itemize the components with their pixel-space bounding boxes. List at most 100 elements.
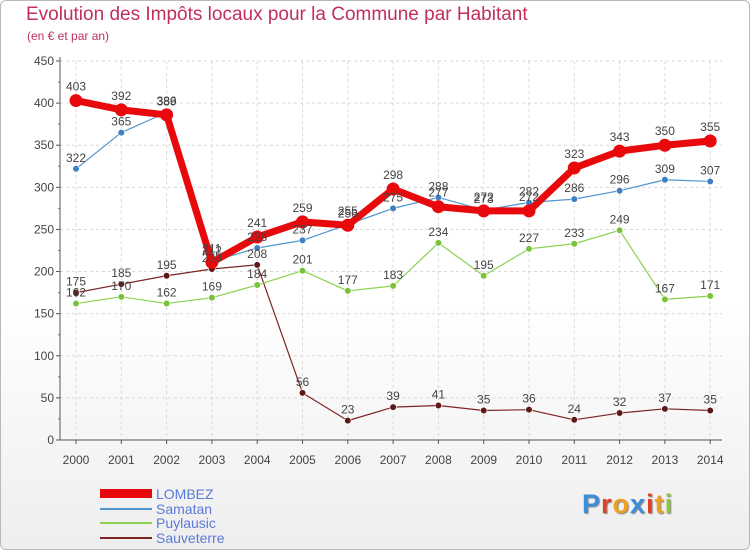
- data-point-puylausic: [208, 294, 216, 302]
- data-label-sauveterre: 35: [477, 393, 491, 407]
- data-point-sauveterre: [72, 289, 80, 297]
- series-lines: [69, 94, 717, 425]
- data-label-samatan: 389: [157, 94, 177, 108]
- legend-item-sauveterre: Sauveterre: [100, 529, 225, 546]
- data-label-samatan: 307: [700, 163, 720, 177]
- data-label-samatan: 275: [383, 190, 403, 204]
- data-label-samatan: 309: [655, 162, 675, 176]
- data-point-samatan: [389, 204, 397, 212]
- y-tick-label: 0: [47, 433, 54, 447]
- data-point-puylausic: [615, 226, 624, 234]
- data-point-samatan: [706, 177, 714, 186]
- y-tick-label: 400: [34, 96, 54, 110]
- y-tick-label: 350: [34, 138, 54, 152]
- data-point-sauveterre: [298, 389, 307, 397]
- y-tick-label: 150: [34, 307, 54, 321]
- data-point-samatan: [72, 165, 80, 173]
- data-label-samatan: 365: [111, 115, 131, 129]
- data-label-sauveterre: 41: [432, 387, 446, 401]
- data-label-lombez: 355: [700, 120, 720, 134]
- data-label-puylausic: 183: [383, 268, 403, 282]
- y-tick-label: 100: [34, 349, 54, 363]
- data-label-puylausic: 249: [610, 212, 630, 226]
- data-label-sauveterre: 39: [386, 389, 400, 403]
- data-point-sauveterre: [570, 416, 578, 424]
- x-tick-label: 2008: [425, 453, 452, 467]
- data-label-lombez: 272: [474, 190, 494, 204]
- y-tick-label: 300: [34, 180, 54, 194]
- data-point-samatan: [615, 187, 624, 195]
- data-label-sauveterre: 56: [296, 375, 310, 389]
- data-label-sauveterre: 195: [157, 258, 177, 272]
- data-label-lombez: 323: [564, 147, 584, 161]
- legend-label-samatan: Samatan: [156, 500, 213, 517]
- data-label-puylausic: 195: [474, 258, 494, 272]
- data-point-puylausic: [72, 299, 80, 308]
- data-point-sauveterre: [525, 406, 533, 414]
- data-label-puylausic: 227: [519, 231, 539, 245]
- data-label-lombez: 272: [519, 190, 539, 204]
- x-tick-label: 2014: [697, 453, 724, 467]
- data-point-puylausic: [344, 287, 352, 295]
- data-point-puylausic: [389, 282, 397, 290]
- data-point-samatan: [661, 176, 669, 184]
- logo-letter: o: [612, 489, 631, 519]
- data-point-lombez: [477, 204, 491, 218]
- x-tick-label: 2012: [606, 453, 633, 467]
- data-label-lombez: 350: [655, 124, 675, 138]
- x-tick-label: 2005: [289, 453, 316, 467]
- data-point-sauveterre: [117, 280, 125, 288]
- data-label-puylausic: 177: [338, 273, 358, 287]
- x-tick-label: 2007: [380, 453, 407, 467]
- legend-swatch-lombez: [100, 489, 152, 498]
- legend-label-lombez: LOMBEZ: [156, 485, 214, 502]
- data-label-sauveterre: 35: [704, 393, 718, 407]
- logo-letter: i: [646, 489, 655, 519]
- logo-letter: P: [582, 489, 602, 519]
- data-label-samatan: 273: [474, 192, 494, 206]
- data-label-puylausic: 234: [428, 225, 448, 239]
- data-point-sauveterre: [163, 272, 171, 280]
- data-label-sauveterre: 37: [658, 391, 672, 405]
- data-point-sauveterre: [661, 405, 669, 413]
- data-label-samatan: 237: [292, 222, 312, 236]
- x-tick-label: 2004: [244, 453, 271, 467]
- data-label-lombez: 392: [111, 89, 131, 103]
- legend-item-puylausic: Puylausic: [100, 514, 216, 531]
- data-label-puylausic: 184: [247, 267, 267, 281]
- data-point-sauveterre: [615, 409, 624, 417]
- legend-item-samatan: Samatan: [100, 500, 213, 517]
- data-label-lombez: 259: [292, 201, 312, 215]
- data-label-lombez: 211: [202, 241, 221, 255]
- data-point-lombez: [114, 103, 128, 117]
- legend-item-lombez: LOMBEZ: [100, 485, 214, 502]
- data-label-samatan: 256: [338, 206, 358, 220]
- data-label-lombez: 403: [66, 80, 86, 94]
- data-label-sauveterre: 36: [522, 392, 536, 406]
- data-label-samatan: 296: [610, 173, 630, 187]
- x-tick-label: 2006: [334, 453, 361, 467]
- legend-label-puylausic: Puylausic: [156, 514, 216, 531]
- legend-label-sauveterre: Sauveterre: [156, 529, 225, 546]
- y-tick-label: 50: [41, 391, 55, 405]
- data-label-samatan: 286: [564, 181, 584, 195]
- data-point-puylausic: [706, 292, 714, 300]
- data-label-puylausic: 169: [202, 280, 222, 294]
- data-point-sauveterre: [706, 406, 714, 415]
- data-point-puylausic: [570, 240, 578, 248]
- data-point-lombez: [250, 230, 264, 244]
- y-tick-label: 200: [34, 265, 54, 279]
- x-tick-label: 2003: [199, 453, 226, 467]
- legend-swatch-puylausic: [100, 521, 152, 524]
- logo-letter: r: [601, 489, 613, 519]
- data-point-puylausic: [117, 293, 125, 301]
- data-label-sauveterre: 32: [613, 395, 627, 409]
- data-point-sauveterre: [389, 403, 397, 411]
- data-point-lombez: [567, 161, 581, 175]
- x-tick-label: 2001: [108, 453, 135, 467]
- proxiti-logo: Proxiti: [582, 489, 673, 520]
- data-label-lombez: 298: [383, 168, 403, 182]
- y-tick-label: 450: [34, 54, 54, 68]
